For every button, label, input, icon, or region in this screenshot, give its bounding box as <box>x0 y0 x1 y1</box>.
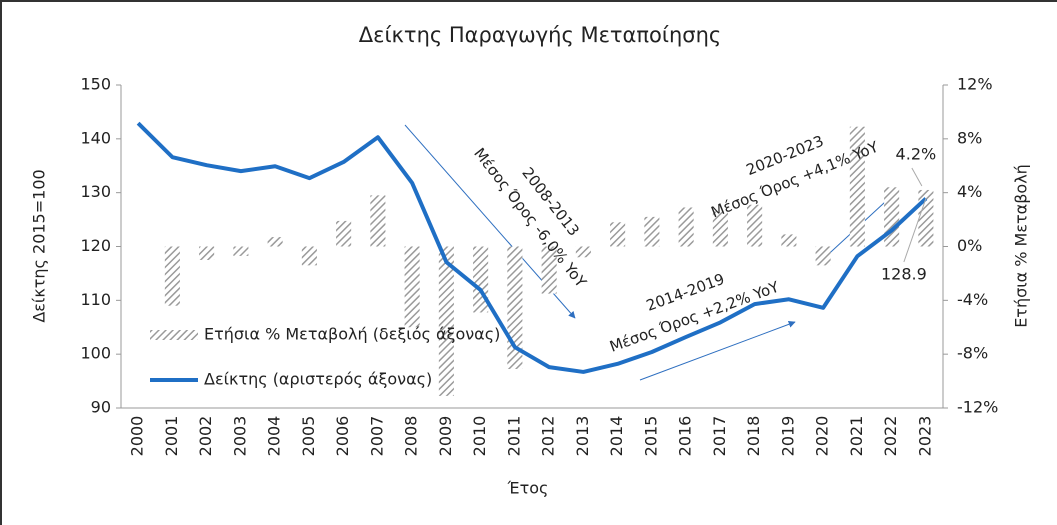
y-tick-label: 130 <box>80 182 111 201</box>
x-tick-label: 2014 <box>607 416 626 457</box>
y-tick-label: 90 <box>91 398 111 417</box>
y2-tick-label: -4% <box>957 290 988 309</box>
x-tick-label: 2019 <box>778 416 797 457</box>
x-tick-label: 2008 <box>402 416 421 457</box>
y2-tick-label: -8% <box>957 344 988 363</box>
x-tick-label: 2022 <box>881 416 900 457</box>
x-tick-label: 2011 <box>504 416 523 457</box>
legend-label: Ετήσια % Μεταβολή (δεξιός άξονας) <box>204 325 500 344</box>
y-tick-label: 140 <box>80 128 111 147</box>
bar <box>747 204 763 247</box>
bar <box>918 189 934 247</box>
bar <box>370 195 386 247</box>
y-tick-label: 150 <box>80 75 111 94</box>
legend-label: Δείκτης (αριστερός άξονας) <box>204 370 432 389</box>
x-tick-label: 2018 <box>744 416 763 457</box>
bar <box>815 246 831 266</box>
x-tick-label: 2021 <box>847 416 866 457</box>
bar <box>438 246 454 396</box>
x-tick-label: 2000 <box>128 416 147 457</box>
x-tick-label: 2007 <box>367 416 386 457</box>
bar <box>610 222 626 247</box>
y-axis-title: Δείκτης 2015=100 <box>30 169 49 322</box>
x-tick-label: 2015 <box>641 416 660 457</box>
x-tick-label: 2010 <box>470 416 489 457</box>
x-tick-label: 2017 <box>710 416 729 457</box>
x-tick-label: 2013 <box>573 416 592 457</box>
x-tick-label: 2005 <box>299 416 318 457</box>
x-tick-label: 2004 <box>265 416 284 457</box>
bar <box>301 246 317 266</box>
bar <box>267 237 283 247</box>
x-tick-label: 2009 <box>436 416 455 457</box>
bar <box>199 246 215 260</box>
leader <box>911 167 923 187</box>
x-tick-label: 2012 <box>539 416 558 457</box>
x-tick-label: 2002 <box>196 416 215 457</box>
x-tick-label: 2016 <box>676 416 695 457</box>
bar <box>575 246 591 258</box>
line <box>136 121 928 374</box>
y-tick-label: 110 <box>80 290 111 309</box>
bar <box>644 216 660 247</box>
y2-tick-label: -12% <box>957 398 998 417</box>
bar <box>541 246 557 294</box>
bar <box>712 211 728 247</box>
y2-tick-label: 12% <box>957 75 993 94</box>
bar <box>884 187 900 247</box>
bar <box>164 246 180 306</box>
bar <box>404 246 420 328</box>
bar <box>336 220 352 247</box>
x-tick-label: 2020 <box>813 416 832 457</box>
y2-tick-label: 0% <box>957 236 982 255</box>
y-tick-label: 100 <box>80 344 111 363</box>
y2-axis-title: Ετήσια % Μεταβολή <box>1012 164 1031 328</box>
bar <box>849 126 865 247</box>
bar <box>781 234 797 247</box>
data-label: 4.2% <box>896 145 937 164</box>
y2-tick-label: 8% <box>957 128 982 147</box>
bar <box>233 246 249 256</box>
y2-tick-label: 4% <box>957 182 982 201</box>
legend-swatch <box>150 330 198 340</box>
x-tick-label: 2023 <box>915 416 934 457</box>
x-tick-label: 2003 <box>230 416 249 457</box>
arrow <box>639 320 796 381</box>
x-tick-label: 2001 <box>162 416 181 457</box>
y-tick-label: 120 <box>80 236 111 255</box>
bar <box>678 207 694 247</box>
data-label: 128.9 <box>881 265 927 284</box>
x-tick-label: 2006 <box>333 416 352 457</box>
leader <box>903 198 927 263</box>
x-axis-title: Έτος <box>507 479 549 498</box>
chart-title: Δείκτης Παραγωγής Μεταποίησης <box>359 23 722 47</box>
